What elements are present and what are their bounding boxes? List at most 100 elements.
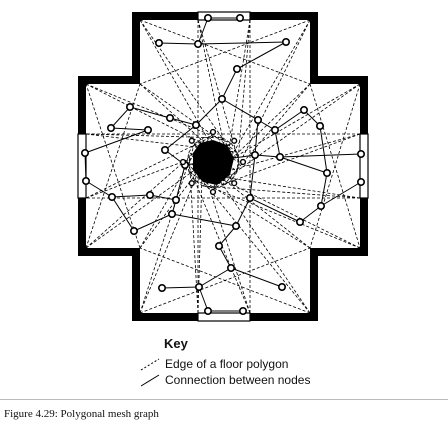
graph-node (107, 124, 116, 133)
graph-node (172, 196, 181, 205)
node-connection (184, 154, 256, 166)
graph-node (233, 65, 242, 74)
central-pillar (193, 140, 234, 185)
node-connection (110, 106, 131, 129)
polygon-edge (212, 83, 361, 189)
node-connection (254, 154, 281, 158)
graph-node (275, 153, 284, 162)
key-item-connection: Connection between nodes (139, 372, 310, 388)
node-connection (161, 286, 200, 289)
polygon-edge (222, 19, 251, 187)
polygon-edge (212, 185, 224, 189)
graph-node (179, 158, 187, 166)
polygon-edge (139, 137, 204, 249)
graph-node (166, 114, 175, 123)
graph-node (194, 39, 203, 48)
polygon-edge (222, 180, 232, 187)
polygon-edge (85, 143, 232, 199)
node-connection (254, 119, 259, 156)
polygonal-mesh-figure (77, 11, 369, 322)
node-connection (236, 41, 287, 70)
node-connection (84, 152, 87, 182)
node-connection (111, 194, 151, 198)
node-connection (198, 286, 209, 312)
graph-node (188, 137, 195, 144)
walls (78, 12, 368, 321)
graph-node (236, 14, 245, 23)
node-connection (274, 129, 281, 158)
graph-nodes (81, 14, 365, 315)
polygon-edge (236, 19, 251, 172)
node-connection (85, 180, 113, 198)
node-connection (195, 98, 223, 126)
node-connection (111, 196, 135, 232)
figure-caption: Figure 4.29: Polygonal mesh graph (4, 408, 159, 420)
node-connection (299, 205, 322, 223)
node-connection (197, 17, 209, 45)
graph-node (161, 146, 170, 155)
polygon-edge (186, 161, 361, 249)
graph-node (192, 121, 201, 130)
graph-node (251, 151, 260, 160)
graph-node (188, 180, 195, 187)
node-connection (133, 213, 173, 232)
doorways (77, 11, 369, 322)
graph-node (215, 242, 224, 251)
graph-node (270, 126, 279, 135)
polygon-edge (231, 143, 238, 153)
polygon-edge (139, 83, 238, 173)
node-connection (249, 197, 301, 223)
polygon-edge (309, 83, 361, 249)
node-connection (158, 42, 199, 45)
polygon-edge (85, 135, 214, 249)
node-connection (249, 154, 256, 199)
graph-node (168, 210, 177, 219)
solid-line-icon (140, 374, 160, 387)
node-connection (230, 267, 283, 288)
polygon-edge (236, 161, 240, 173)
polygon-edge (202, 135, 214, 139)
key-title: Key (164, 336, 188, 351)
polygon-edge (202, 185, 214, 189)
node-connection (218, 225, 237, 247)
graph-node (232, 222, 241, 231)
polygon-edge (188, 171, 311, 249)
dashed-line-icon (140, 358, 160, 371)
graph-node (227, 263, 236, 272)
graph-node (218, 95, 227, 104)
graph-node (231, 137, 238, 144)
node-connection (221, 98, 259, 121)
graph-node (144, 126, 153, 135)
polygon-edge (186, 161, 251, 314)
polygon-edge (188, 143, 195, 153)
caption-divider (0, 399, 448, 400)
node-connection (175, 164, 186, 201)
node-connection (169, 117, 197, 126)
key-label-connection: Connection between nodes (165, 373, 311, 387)
graph-node (81, 149, 90, 158)
polygon-edge (231, 171, 238, 181)
polygon-edge (197, 19, 232, 181)
node-connection (171, 213, 237, 227)
node-connection (279, 153, 362, 158)
node-connection (274, 109, 305, 131)
polygon-edge (203, 185, 361, 199)
graph-node (209, 128, 217, 136)
graph-node (254, 116, 263, 125)
graph-node (204, 306, 213, 315)
polygon-edge (139, 19, 240, 163)
node-connection (218, 245, 232, 269)
polygon-edge (139, 247, 311, 314)
graph-node (299, 106, 308, 115)
graph-node (146, 191, 155, 200)
node-connections (84, 17, 362, 312)
graph-node (239, 158, 247, 166)
graph-node (108, 193, 117, 202)
graph-node (316, 202, 325, 211)
graph-node (315, 122, 324, 131)
graph-node (126, 103, 135, 112)
polygon-edge (194, 180, 204, 187)
polygon-edge (85, 83, 240, 163)
polygon-edge (139, 19, 232, 181)
graph-node (195, 282, 204, 291)
